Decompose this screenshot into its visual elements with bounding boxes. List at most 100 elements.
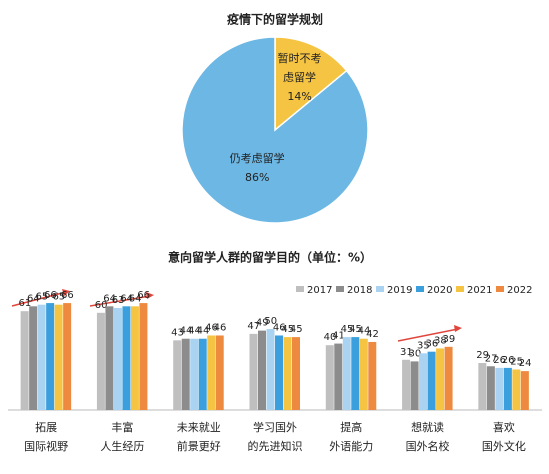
legend-swatch	[376, 286, 384, 292]
data-label: 27	[485, 353, 498, 364]
bar	[275, 335, 283, 410]
data-label: 41	[332, 331, 345, 342]
data-label: 46	[205, 322, 218, 333]
bar	[436, 348, 445, 410]
bar	[96, 312, 105, 410]
x-tick-label: 喜欢 国外文化	[481, 421, 526, 453]
data-label: 26	[502, 355, 515, 366]
bar	[46, 303, 55, 410]
bar	[190, 338, 199, 410]
data-label: 44	[188, 326, 201, 337]
bar	[368, 341, 377, 410]
slice-label: 暂时不考 虑留学	[277, 52, 322, 85]
pie-title: 疫情下的留学规划	[227, 12, 323, 27]
bar	[478, 363, 487, 410]
bar	[54, 304, 63, 410]
data-label: 64	[27, 293, 40, 304]
bar	[410, 361, 419, 410]
data-label: 45	[281, 324, 294, 335]
data-label: 60	[95, 300, 108, 311]
data-label: 46	[214, 322, 227, 333]
bar	[486, 366, 495, 410]
bar	[266, 329, 275, 410]
data-label: 45	[341, 324, 354, 335]
x-tick-label: 提高 外语能力	[329, 421, 374, 453]
legend-swatch	[296, 286, 304, 292]
trend-arrows	[11, 289, 462, 342]
bar	[63, 303, 72, 410]
bar	[419, 353, 428, 410]
legend-label: 2021	[467, 285, 492, 296]
bar	[258, 330, 266, 410]
data-label: 25	[510, 357, 523, 368]
bar	[283, 337, 292, 410]
data-label: 45	[290, 324, 303, 335]
bar	[495, 367, 504, 410]
data-label: 24	[519, 358, 532, 369]
legend-label: 2017	[307, 285, 332, 296]
bar	[520, 371, 529, 410]
bar	[173, 340, 182, 410]
bar	[181, 338, 190, 410]
data-label: 64	[129, 293, 142, 304]
slice-label: 仍考虑留学	[229, 151, 285, 165]
data-label: 31	[400, 347, 413, 358]
data-label: 47	[247, 321, 260, 332]
bar	[292, 337, 300, 410]
bar	[20, 311, 29, 410]
bar	[37, 304, 46, 410]
slice-value: 14%	[287, 90, 312, 104]
data-label: 66	[137, 290, 150, 301]
bar	[207, 335, 216, 410]
data-label: 66	[44, 290, 57, 301]
data-label: 50	[264, 316, 277, 327]
bar	[351, 337, 360, 410]
data-label: 44	[197, 326, 210, 337]
data-label: 43	[171, 327, 184, 338]
bar	[105, 306, 114, 410]
legend-label: 2020	[427, 285, 452, 296]
x-tick-label: 拓展 国际视野	[24, 421, 69, 453]
data-label: 44	[180, 326, 193, 337]
bar	[249, 333, 258, 410]
bar	[444, 346, 453, 410]
bar	[122, 306, 131, 410]
data-label: 38	[434, 335, 447, 346]
data-label: 66	[61, 290, 74, 301]
data-label: 64	[120, 293, 133, 304]
bar	[325, 345, 334, 410]
legend-swatch	[456, 286, 464, 292]
data-label: 26	[493, 355, 506, 366]
data-label: 65	[36, 292, 49, 303]
legend-swatch	[416, 286, 424, 292]
data-label: 30	[408, 348, 421, 359]
legend-label: 2019	[387, 285, 412, 296]
bar	[130, 306, 139, 410]
bar	[215, 335, 224, 410]
data-label: 64	[103, 293, 116, 304]
data-label: 40	[324, 332, 337, 343]
slice-value: 86%	[244, 170, 270, 184]
data-label: 45	[349, 324, 362, 335]
pie-slice	[274, 36, 348, 132]
legend-label: 2022	[507, 285, 532, 296]
bar	[139, 303, 148, 410]
data-label: 61	[19, 298, 32, 309]
bar	[113, 307, 122, 410]
bar	[342, 337, 351, 410]
data-label: 39	[442, 334, 455, 345]
bar	[198, 338, 207, 410]
bar	[29, 306, 38, 410]
legend-swatch	[336, 286, 344, 292]
data-label: 49	[256, 318, 269, 329]
bar	[359, 338, 368, 410]
bar	[334, 343, 343, 410]
x-tick-label: 未来就业 前景更好	[176, 421, 221, 453]
bar	[503, 367, 512, 410]
bar	[512, 369, 521, 410]
x-tick-label: 学习国外 的先进知识	[247, 421, 303, 453]
data-label: 65	[53, 292, 66, 303]
data-label: 44	[358, 326, 371, 337]
